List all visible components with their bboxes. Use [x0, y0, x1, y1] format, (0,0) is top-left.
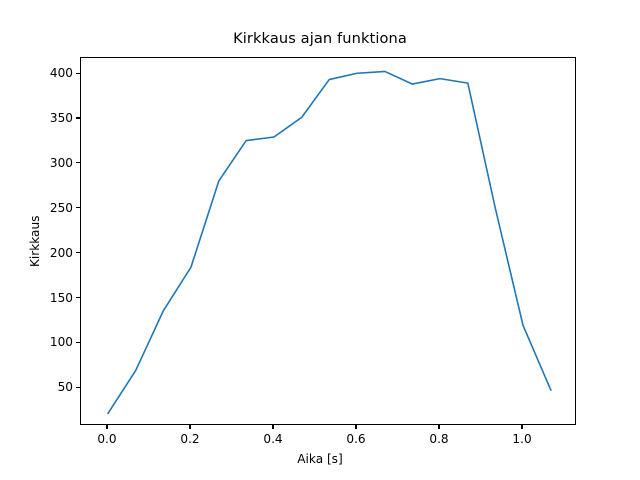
y-tick-mark [76, 72, 80, 74]
x-tick-mark [521, 425, 523, 429]
y-tick-mark [76, 162, 80, 164]
x-axis-label: Aika [s] [297, 452, 343, 466]
y-tick-label: 400 [49, 66, 73, 81]
x-tick-label: 0.4 [263, 432, 283, 446]
y-tick-label: 50 [57, 380, 73, 395]
x-tick-mark [106, 425, 108, 429]
x-tick-mark [355, 425, 357, 429]
y-tick-mark [76, 117, 80, 119]
y-tick-label: 250 [49, 200, 73, 215]
y-tick-mark [76, 341, 80, 343]
x-tick-label: 0.2 [180, 432, 200, 446]
y-tick-label: 350 [49, 111, 73, 126]
y-tick-mark [76, 296, 80, 299]
y-tick-label: 300 [49, 155, 73, 170]
y-axis-label: Kirkkaus [28, 215, 42, 267]
y-tick-label: 200 [49, 245, 73, 260]
plot-area [80, 57, 576, 425]
y-tick-mark [76, 252, 80, 254]
data-line-svg [107, 70, 552, 415]
x-tick-mark [272, 425, 274, 429]
x-tick-label: 0.6 [346, 432, 366, 446]
x-tick-label: 0.0 [97, 432, 117, 446]
x-tick-label: 0.8 [429, 432, 449, 446]
y-tick-label: 100 [49, 335, 73, 350]
chart-title: Kirkkaus ajan funktiona [233, 30, 407, 47]
y-tick-mark [76, 207, 80, 209]
x-tick-mark [189, 425, 191, 429]
y-tick-mark [76, 386, 80, 388]
data-series-line [107, 70, 552, 415]
y-tick-label: 150 [49, 290, 73, 305]
x-tick-label: 1.0 [512, 432, 532, 446]
x-tick-mark [438, 425, 440, 429]
